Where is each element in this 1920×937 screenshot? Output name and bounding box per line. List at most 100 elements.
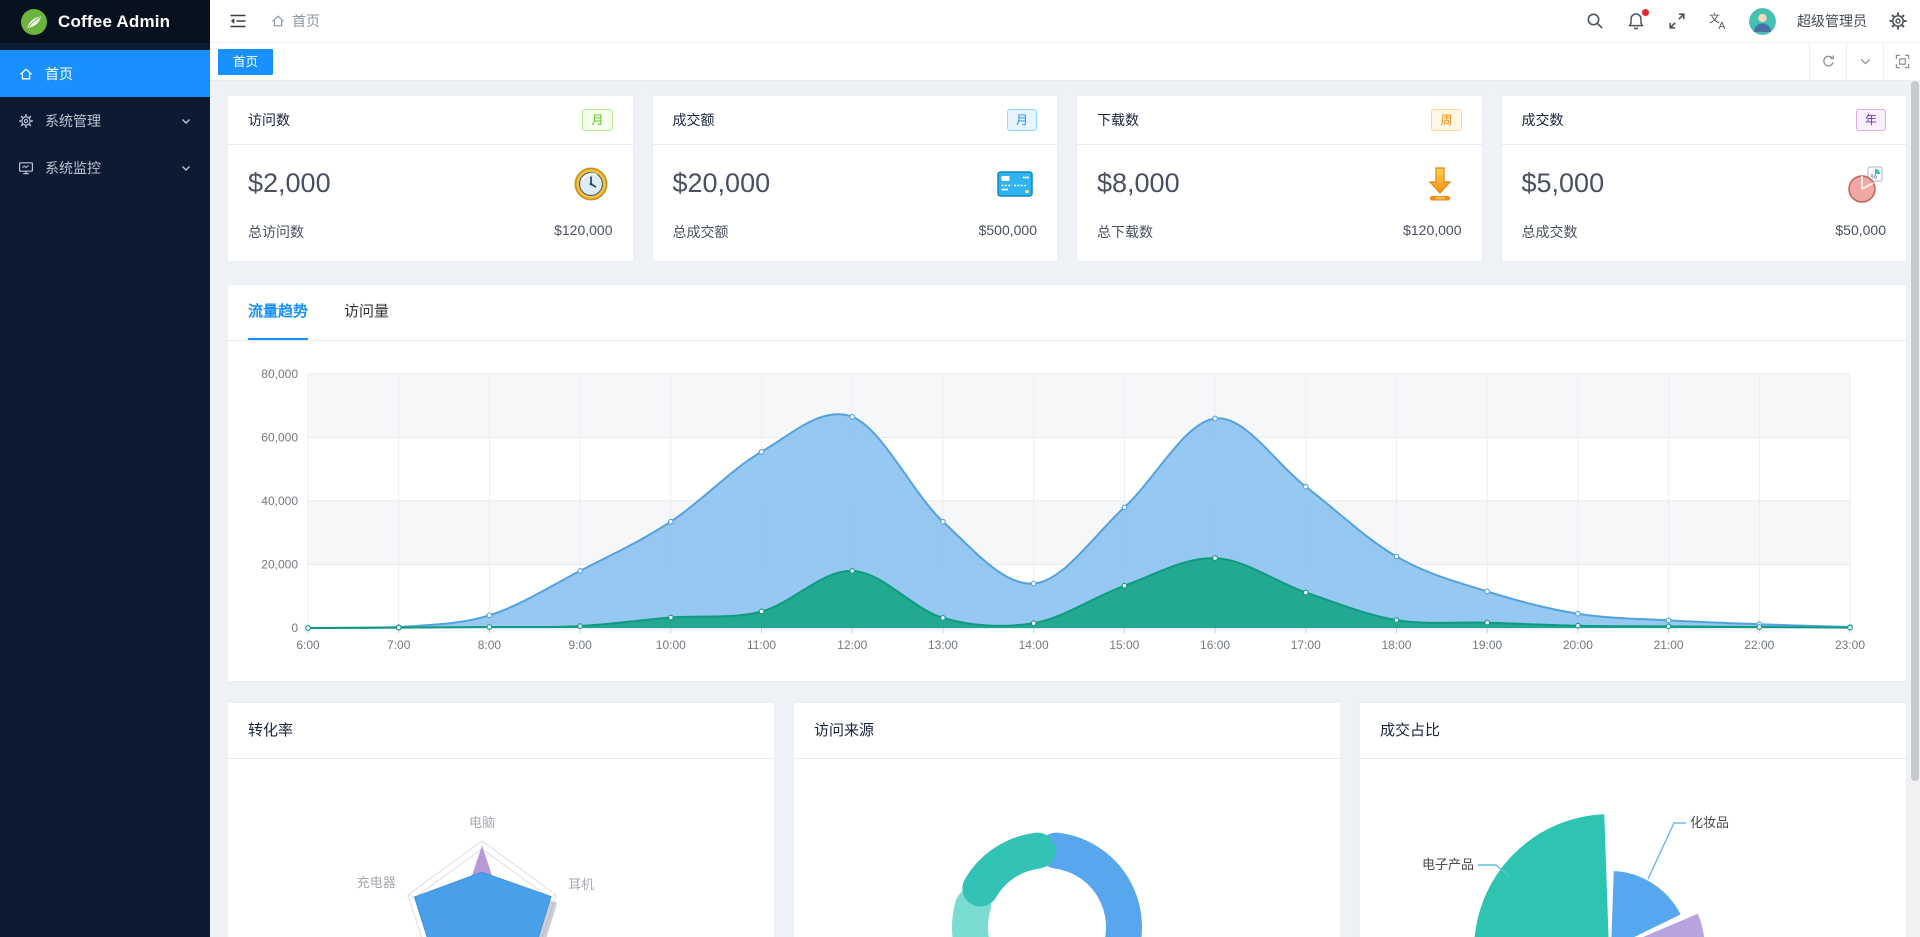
svg-text:23:00: 23:00 bbox=[1835, 638, 1865, 652]
stat-card-body: $2,000 bbox=[228, 145, 633, 222]
sidebar-item-system-management[interactable]: 系统管理 bbox=[0, 97, 210, 144]
maximize-icon bbox=[1895, 54, 1909, 69]
refresh-icon bbox=[1822, 55, 1834, 67]
bottom-cards-row: 转化率 电脑 耳机 充电器 访问来源 成交占比 化妆品 电子产品 bbox=[227, 702, 1907, 937]
sidebar-item-home[interactable]: 首页 bbox=[0, 50, 210, 97]
period-badge: 月 bbox=[1006, 109, 1037, 131]
stat-value: $20,000 bbox=[672, 168, 771, 198]
settings-gear-icon[interactable] bbox=[1888, 11, 1908, 31]
card-title: 转化率 bbox=[228, 703, 774, 759]
breadcrumb-label: 首页 bbox=[292, 13, 320, 29]
svg-text:10:00: 10:00 bbox=[656, 638, 686, 652]
stat-footer-label: 总成交数 bbox=[1521, 224, 1578, 240]
svg-text:文: 文 bbox=[1709, 11, 1720, 25]
svg-text:化妆品: 化妆品 bbox=[1690, 815, 1729, 830]
svg-text:16:00: 16:00 bbox=[1200, 638, 1230, 652]
stat-value: $2,000 bbox=[248, 168, 331, 198]
stat-value: $8,000 bbox=[1097, 168, 1180, 198]
user-name[interactable]: 超级管理员 bbox=[1797, 13, 1867, 29]
svg-text:20,000: 20,000 bbox=[261, 558, 298, 572]
stat-card-footer: 总成交数 $50,000 bbox=[1502, 222, 1907, 242]
chevron-down-icon bbox=[1860, 58, 1870, 65]
svg-text:15:00: 15:00 bbox=[1109, 638, 1139, 652]
svg-text:40,000: 40,000 bbox=[261, 494, 298, 508]
stat-card-footer: 总下载数 $120,000 bbox=[1077, 222, 1482, 242]
stat-footer-value: $120,000 bbox=[554, 222, 613, 238]
tab-visit-volume[interactable]: 访问量 bbox=[344, 303, 390, 320]
tab-options-button[interactable] bbox=[1846, 43, 1883, 80]
menu-fold-icon[interactable] bbox=[228, 11, 248, 31]
stat-card-title: 成交额 bbox=[672, 112, 715, 128]
sidebar-item-label: 首页 bbox=[45, 65, 73, 82]
svg-text:0: 0 bbox=[291, 621, 298, 635]
tab-home[interactable]: 首页 bbox=[218, 48, 274, 75]
sidebar-item-system-monitor[interactable]: 系统监控 bbox=[0, 144, 210, 191]
stat-card-body: $20,000 bbox=[653, 145, 1058, 222]
clock-icon bbox=[574, 167, 607, 200]
logo[interactable]: Coffee Admin bbox=[0, 0, 210, 43]
credit-card-icon bbox=[997, 170, 1033, 197]
stat-card-footer: 总成交额 $500,000 bbox=[653, 222, 1058, 242]
download-icon bbox=[1428, 166, 1451, 200]
deal-share-card: 成交占比 化妆品电子产品 bbox=[1359, 702, 1907, 937]
card-title: 成交占比 bbox=[1360, 703, 1906, 759]
period-badge: 周 bbox=[1431, 109, 1462, 131]
maximize-content-button[interactable] bbox=[1883, 43, 1920, 80]
main-area: 首页 bbox=[210, 0, 1920, 937]
page-tabs-bar: 首页 bbox=[210, 43, 1920, 81]
scrollbar-thumb[interactable] bbox=[1911, 81, 1919, 781]
tab-tools bbox=[1809, 43, 1920, 80]
tab-traffic-trend[interactable]: 流量趋势 bbox=[248, 285, 309, 340]
monitor-icon bbox=[19, 161, 33, 174]
fullscreen-expand-icon[interactable] bbox=[1667, 11, 1687, 31]
svg-text:电子产品: 电子产品 bbox=[1422, 857, 1474, 872]
pie-chart-icon: % bbox=[1848, 165, 1883, 203]
svg-text:19:00: 19:00 bbox=[1472, 638, 1502, 652]
stat-value: $5,000 bbox=[1521, 168, 1605, 198]
avatar[interactable] bbox=[1749, 7, 1776, 35]
avatar-image bbox=[1749, 7, 1776, 35]
stat-card-downloads: 下载数 周 $8,000 bbox=[1076, 95, 1483, 262]
stat-card-title: 下载数 bbox=[1097, 112, 1139, 128]
stat-card-header: 成交额 月 bbox=[652, 96, 1057, 145]
stat-card-header: 成交数 年 bbox=[1501, 96, 1906, 145]
trend-tabs: 流量趋势 访问量 bbox=[228, 285, 1906, 341]
bell-icon bbox=[1628, 13, 1644, 30]
notification-dot bbox=[1642, 9, 1649, 16]
top-header: 首页 bbox=[210, 0, 1920, 43]
stat-cards-row: 访问数 月 $2,000 bbox=[227, 95, 1907, 262]
svg-text:20:00: 20:00 bbox=[1563, 638, 1593, 652]
stat-footer-value: $120,000 bbox=[1403, 222, 1462, 238]
svg-text:%: % bbox=[1871, 172, 1878, 181]
stat-card-turnover: 成交额 月 $20,000 bbox=[651, 95, 1058, 262]
stat-card-title: 访问数 bbox=[248, 112, 290, 128]
vertical-scrollbar[interactable] bbox=[1910, 80, 1920, 937]
period-badge: 年 bbox=[1855, 109, 1886, 131]
translate-icon[interactable]: 文 A bbox=[1708, 11, 1728, 31]
svg-text:耳机: 耳机 bbox=[568, 877, 594, 892]
sidebar-menu: 首页 系统管理 bbox=[0, 43, 210, 191]
notification-bell[interactable] bbox=[1626, 9, 1649, 31]
svg-text:60,000: 60,000 bbox=[261, 431, 298, 445]
content: 访问数 月 $2,000 bbox=[210, 81, 1920, 937]
visit-source-card: 访问来源 bbox=[793, 702, 1341, 937]
svg-text:13:00: 13:00 bbox=[928, 638, 958, 652]
trend-chart-body: 6:00 7:00 8:00 9:00 10:00 11:00 12:00 13:00 14:0… bbox=[228, 341, 1906, 681]
stat-footer-label: 总访问数 bbox=[248, 224, 304, 240]
chevron-down-icon bbox=[182, 165, 190, 171]
app-title: Coffee Admin bbox=[58, 11, 171, 31]
stat-card-title: 成交数 bbox=[1521, 112, 1564, 128]
svg-text:9:00: 9:00 bbox=[568, 638, 592, 652]
stat-card-body: $5,000 % bbox=[1502, 145, 1907, 222]
svg-text:17:00: 17:00 bbox=[1291, 638, 1321, 652]
refresh-button[interactable] bbox=[1809, 43, 1846, 80]
svg-text:12:00: 12:00 bbox=[837, 638, 867, 652]
svg-text:18:00: 18:00 bbox=[1381, 638, 1411, 652]
search-icon[interactable] bbox=[1585, 11, 1605, 31]
svg-text:14:00: 14:00 bbox=[1019, 638, 1049, 652]
stat-card-body: $8,000 bbox=[1077, 145, 1482, 222]
stat-footer-label: 总成交额 bbox=[672, 224, 729, 240]
breadcrumb[interactable]: 首页 bbox=[270, 11, 320, 31]
